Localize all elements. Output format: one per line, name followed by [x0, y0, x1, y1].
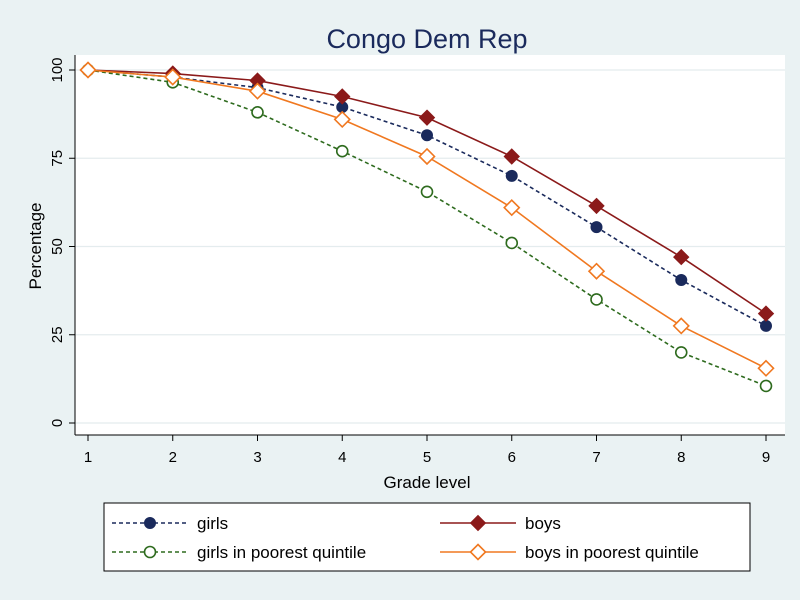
- legend-marker-girls: [144, 517, 156, 529]
- x-tick-label-9: 9: [762, 449, 770, 466]
- point-girls-poorest-8: [674, 346, 688, 359]
- point-girls-poorest-3: [251, 106, 264, 119]
- point-girls-poorest-4: [335, 144, 349, 158]
- point-girls-poorest-7: [590, 293, 603, 306]
- legend: girls boys girls in poorest quintile boys i…: [112, 514, 699, 562]
- y-tick-label-100: 100: [49, 57, 66, 82]
- x-tick-label-1: 1: [84, 449, 92, 466]
- legend-label-boys: boys: [525, 514, 561, 533]
- point-girls-poorest-6: [505, 236, 519, 250]
- legend-item-boys: boys: [440, 514, 561, 533]
- point-boys-8: [673, 248, 690, 266]
- point-boys-poorest-3: [248, 82, 267, 100]
- y-tick-label-25: 25: [49, 326, 66, 343]
- legend-label-girls-poorest: girls in poorest quintile: [197, 543, 366, 562]
- point-boys-poorest-1: [79, 61, 97, 79]
- x-tick-label-7: 7: [592, 449, 600, 466]
- x-axis-label: Grade level: [384, 473, 471, 492]
- point-girls-poorest-5: [420, 185, 434, 199]
- point-girls-6: [505, 169, 518, 182]
- y-axis-label: Percentage: [26, 203, 45, 290]
- y-tick-label-75: 75: [49, 150, 66, 167]
- point-boys-9: [757, 305, 775, 322]
- x-tick-label-5: 5: [423, 449, 431, 466]
- legend-item-girls: girls: [112, 514, 228, 533]
- point-boys-poorest-7: [587, 262, 606, 280]
- point-girls-7: [590, 221, 603, 234]
- legend-marker-girls-poorest: [143, 545, 157, 559]
- point-boys-7: [588, 197, 605, 215]
- x-tick-label-6: 6: [508, 449, 516, 466]
- x-tick-label-4: 4: [338, 449, 346, 466]
- x-tick-label-8: 8: [677, 449, 685, 466]
- plot-area: [75, 55, 785, 435]
- legend-item-girls-poorest: girls in poorest quintile: [112, 543, 366, 562]
- x-tick-label-2: 2: [169, 449, 177, 466]
- point-boys-poorest-5: [418, 147, 436, 166]
- point-girls-5: [421, 129, 433, 142]
- series-group: [79, 61, 775, 393]
- legend-box: [103, 502, 751, 572]
- point-girls-9: [760, 319, 772, 332]
- point-boys-5: [418, 109, 436, 126]
- point-boys-poorest-9: [757, 359, 775, 377]
- chart-title: Congo Dem Rep: [326, 24, 527, 54]
- series-line-girls-poorest: [87, 69, 767, 387]
- grid-lines: [75, 69, 785, 424]
- x-tick-label-3: 3: [253, 449, 261, 466]
- point-boys-poorest-6: [503, 199, 521, 217]
- point-girls-poorest-9: [759, 379, 773, 393]
- axes: 0 25 50 75 100 1 2 3 4 5 6 7 8 9: [49, 55, 785, 466]
- legend-label-girls: girls: [197, 514, 228, 533]
- point-boys-poorest-4: [333, 110, 351, 129]
- legend-marker-boys-poorest: [469, 543, 487, 561]
- point-boys-poorest-2: [164, 68, 182, 86]
- point-boys-4: [334, 88, 351, 105]
- point-boys-poorest-8: [672, 317, 690, 335]
- point-girls-8: [675, 274, 688, 287]
- legend-marker-boys: [469, 514, 487, 532]
- y-tick-label-0: 0: [49, 419, 66, 427]
- series-boys-poorest: [79, 61, 775, 377]
- point-boys-6: [503, 148, 520, 165]
- legend-item-boys-poorest: boys in poorest quintile: [440, 543, 699, 562]
- legend-label-boys-poorest: boys in poorest quintile: [525, 543, 699, 562]
- y-tick-label-50: 50: [49, 238, 66, 255]
